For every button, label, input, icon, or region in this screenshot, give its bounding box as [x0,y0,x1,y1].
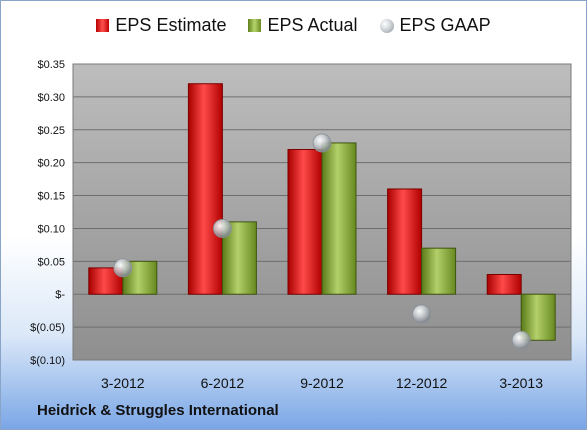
marker-eps-gaap [511,330,531,350]
y-tick-label: $0.10 [37,223,65,235]
marker-eps-gaap [113,258,133,278]
bar-eps-actual [421,247,457,295]
bar-eps-estimate [387,188,423,295]
legend-label-gaap: EPS GAAP [399,15,491,35]
company-name: Heidrick & Struggles International [37,402,279,419]
legend: EPS Estimate EPS Actual EPS GAAP [1,15,586,36]
x-tick-label: 3-2012 [101,375,145,391]
bar-eps-estimate [287,149,323,295]
y-tick-label: $0.15 [37,191,65,203]
bar-eps-actual [321,142,357,295]
bar-eps-actual [520,293,556,341]
y-tick-label: $(0.05) [30,322,65,334]
y-tick-label: $0.25 [37,125,65,137]
marker-eps-gaap [212,219,232,238]
y-tick-label: $0.30 [37,92,65,104]
legend-swatch-gaap [379,18,394,33]
plot-border [72,63,572,361]
legend-swatch-estimate [96,19,110,32]
y-tick-label: $0.35 [37,59,65,71]
marker-eps-gaap [412,304,432,324]
legend-label-actual: EPS Actual [267,15,358,35]
y-tick-label: $- [55,289,65,301]
x-tick-label: 12-2012 [396,375,448,391]
legend-item-estimate: EPS Estimate [96,15,226,36]
x-tick-label: 9-2012 [300,375,344,391]
legend-label-estimate: EPS Estimate [115,15,227,35]
legend-item-actual: EPS Actual [248,15,358,36]
bar-eps-estimate [187,83,223,295]
bar-eps-estimate [486,273,522,295]
y-tick-label: $(0.10) [30,355,65,367]
y-tick-label: $0.20 [37,158,65,170]
marker-eps-gaap [312,133,332,153]
x-tick-label: 3-2013 [499,375,543,391]
legend-swatch-actual [248,19,262,32]
legend-item-gaap: EPS GAAP [379,15,491,36]
y-tick-label: $0.05 [37,256,65,268]
plot-area: $0.35 $0.30 $0.25 $0.20 $0.15 $0.10 $0.05 $- $(0… [30,59,572,391]
x-tick-label: 6-2012 [201,375,245,391]
